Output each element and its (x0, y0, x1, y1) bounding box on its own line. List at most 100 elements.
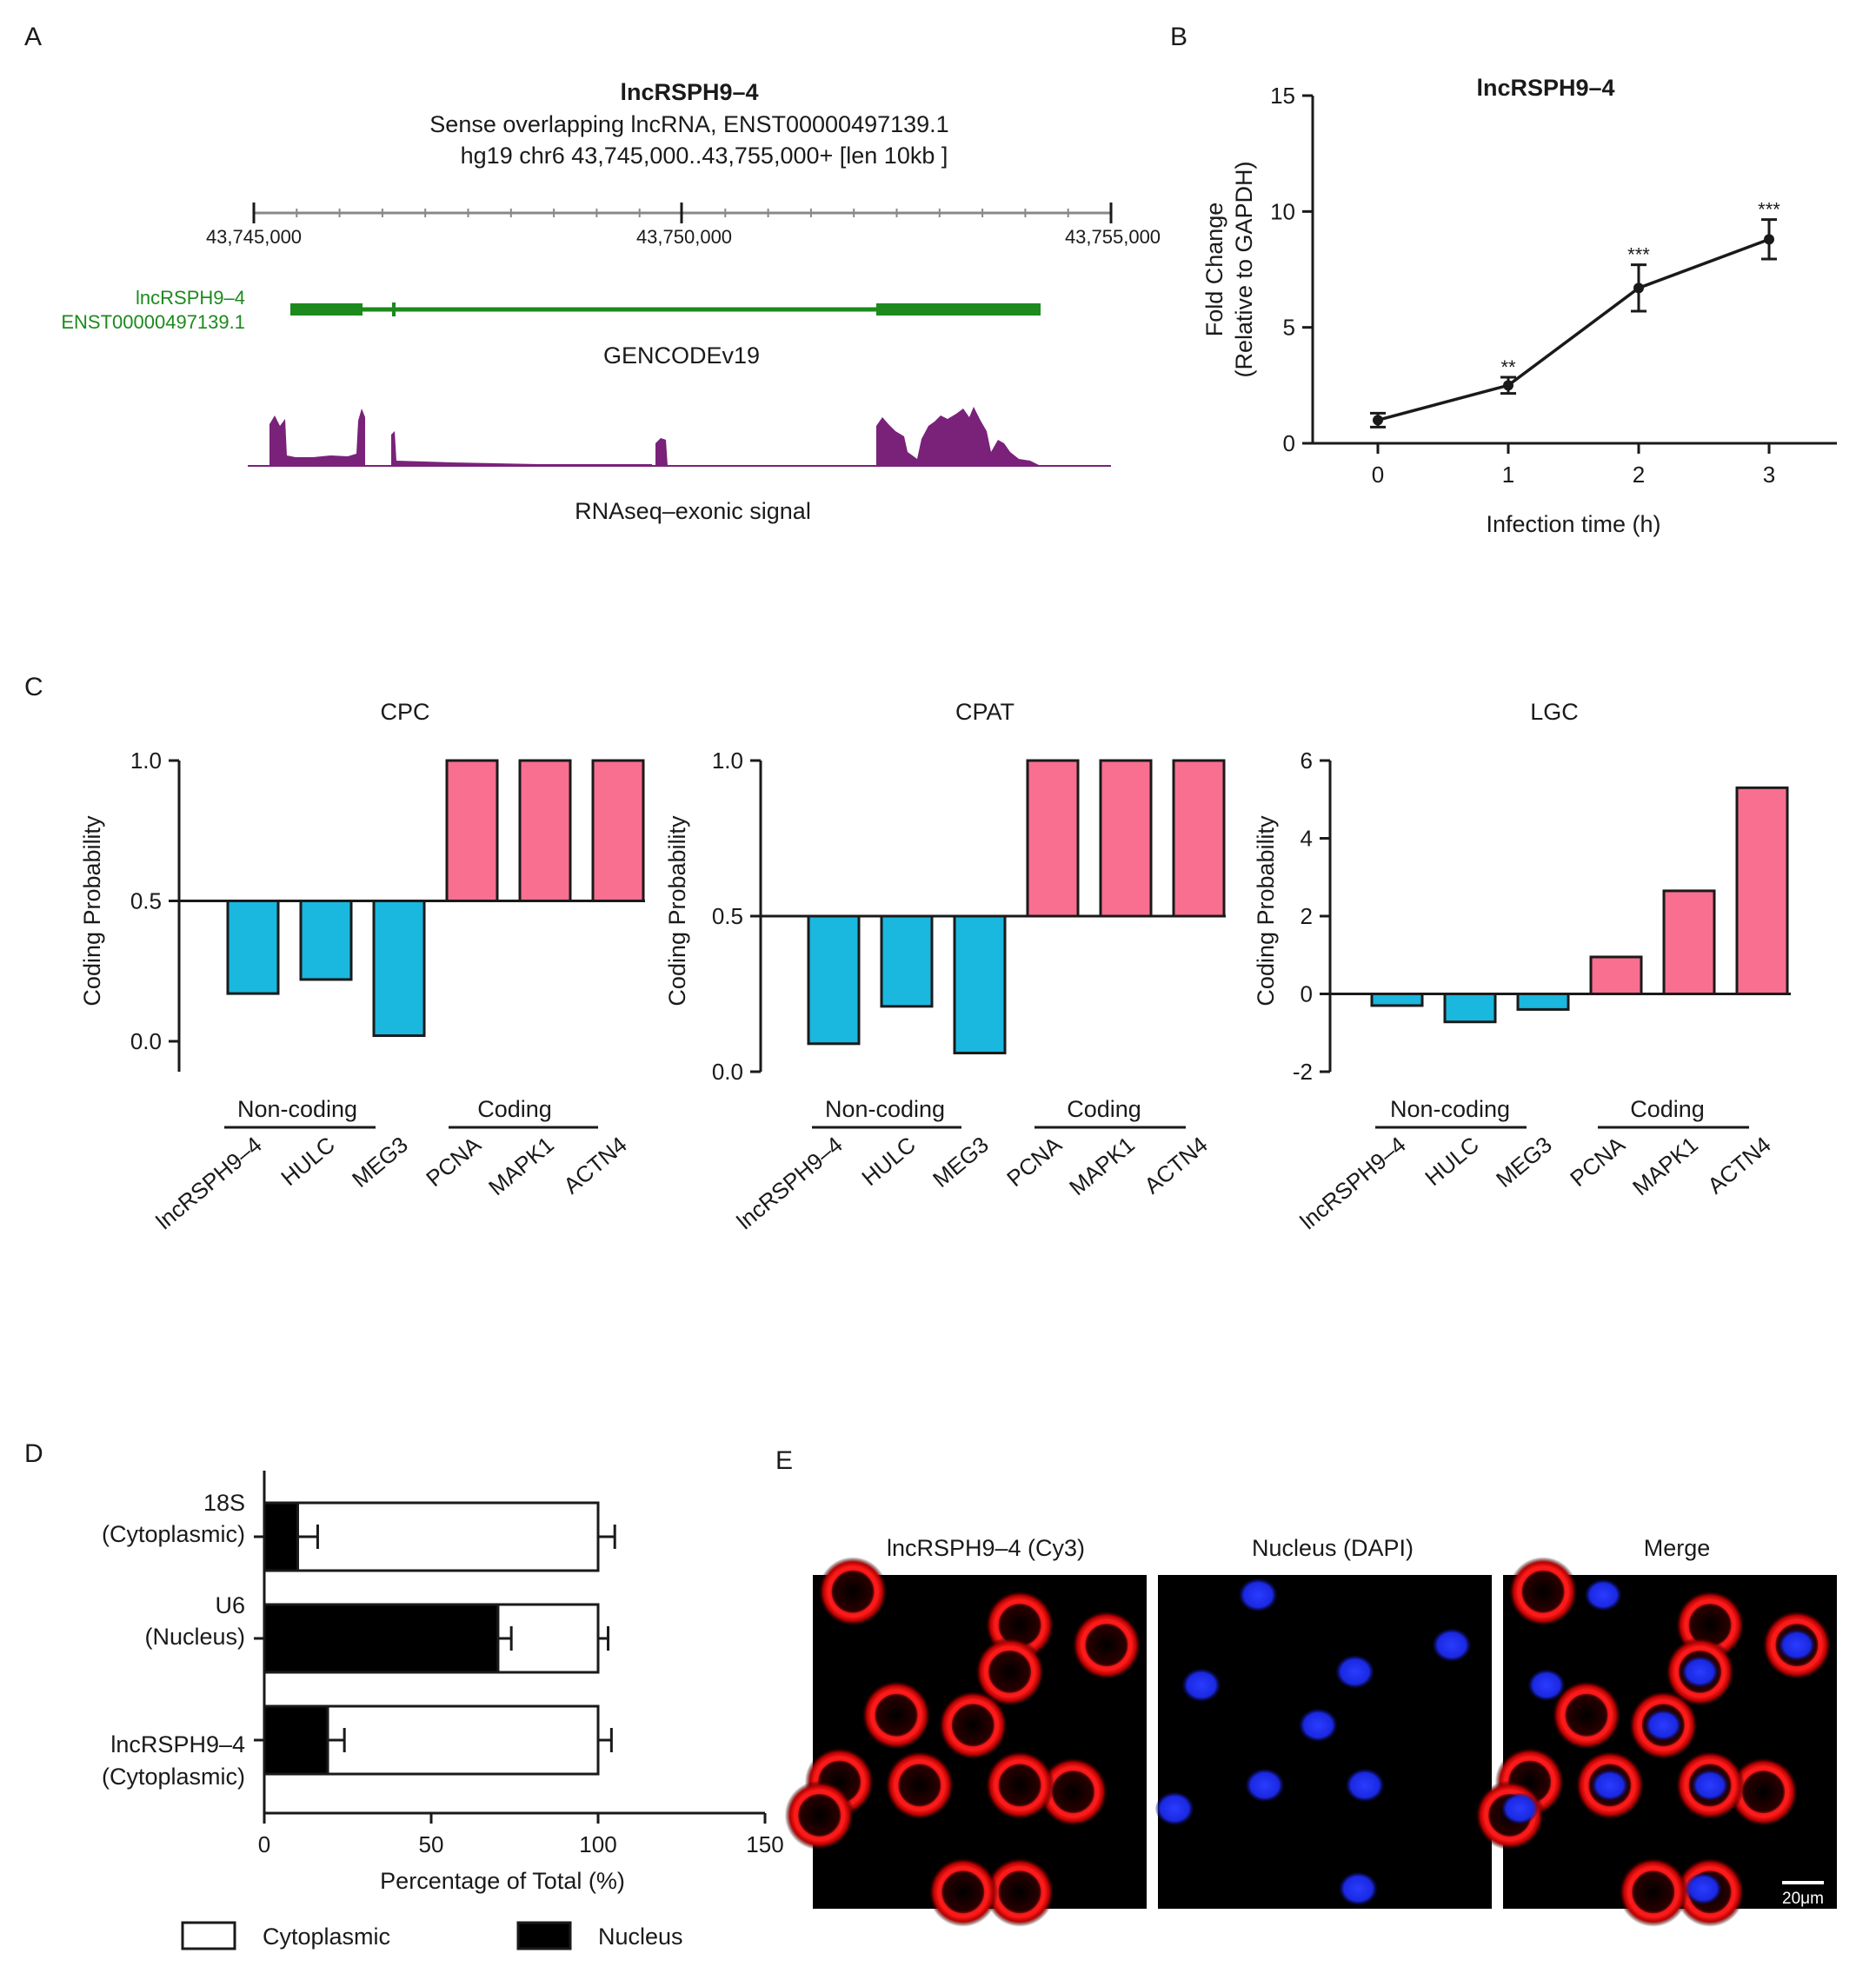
d-x-tick-label: 100 (579, 1831, 616, 1857)
cpat-group-coding: Coding (1067, 1096, 1141, 1122)
b-y-tick-label: 5 (1283, 315, 1295, 341)
merge-cell-ring (1637, 1699, 1689, 1751)
panel-c-chart-cpc: CPC Coding Probability 0.0 0.5 1.0 lncRSPH9… (79, 699, 645, 1234)
ruler-label-end: 43,755,000 (1065, 226, 1161, 248)
cy3-cell-ring (894, 1759, 946, 1811)
d-bar-nucleus (263, 1704, 329, 1776)
c-bar (1099, 759, 1153, 918)
ruler-label-mid: 43,750,000 (636, 226, 732, 248)
panel-b-x-ticks: 0 1 2 3 (1372, 443, 1775, 488)
merge-cell-ring (1517, 1565, 1569, 1618)
dapi-nucleus (1239, 1578, 1278, 1612)
c-y-tick-label: -2 (1293, 1059, 1313, 1085)
panel-b-ylabel-1: Fold Change (1201, 203, 1227, 337)
micrograph-dapi (1155, 1575, 1492, 1909)
c-bar (518, 759, 572, 902)
merge-cell-ring (1560, 1689, 1613, 1741)
b-significance: *** (1758, 199, 1780, 221)
c-category-label: MEG3 (928, 1132, 994, 1193)
panel-c-chart-cpat: CPAT Coding Probability 0.0 0.5 1.0 lncRSPH… (664, 699, 1226, 1234)
c-bar (372, 900, 426, 1038)
b-y-tick-label: 15 (1270, 83, 1295, 109)
merge-cell-ring (1674, 1645, 1726, 1698)
b-x-tick-label: 1 (1502, 462, 1514, 488)
legend-label-nucleus: Nucleus (598, 1924, 683, 1950)
d-cat-2-line1: U6 (215, 1592, 245, 1618)
rnaseq-track: RNAseq–exonic signal (248, 407, 1111, 524)
c-bar (1662, 889, 1716, 995)
panel-c-letter: C (24, 673, 43, 701)
c-category-label: HULC (1420, 1132, 1484, 1191)
d-cat-1-line2: (Cytoplasmic) (102, 1521, 245, 1547)
c-category-label: MAPK1 (483, 1132, 559, 1201)
c-category-label: MAPK1 (1627, 1132, 1703, 1201)
panel-e-letter: E (775, 1446, 793, 1475)
c-bar (1589, 955, 1643, 996)
merge-cell-ring (1771, 1619, 1823, 1671)
c-bar (880, 914, 934, 1008)
panel-e: E lncRSPH9–4 (Cy3) Nucleus (DAPI) Merge … (775, 1446, 1837, 1927)
e-label-dapi: Nucleus (DAPI) (1252, 1535, 1414, 1561)
d-cat-3-line2: (Cytoplasmic) (102, 1764, 245, 1790)
c-category-label: ACTN4 (1139, 1132, 1213, 1199)
merge-nucleus (1585, 1579, 1622, 1611)
merge-cell-ring (1627, 1866, 1680, 1918)
c-y-tick-label: 1.0 (130, 747, 162, 774)
d-x-tick-label: 0 (258, 1831, 270, 1857)
e-label-merge: Merge (1644, 1535, 1711, 1561)
merge-nucleus (1778, 1629, 1815, 1661)
c-category-label: ACTN4 (558, 1132, 632, 1199)
panel-d-category-labels: 18S (Cytoplasmic) U6 (Nucleus) lncRSPH9–… (102, 1490, 245, 1790)
lgc-title: LGC (1530, 699, 1579, 725)
panel-a-subtitle-1: Sense overlapping lncRNA, ENST0000049713… (429, 111, 948, 137)
c-category-label: HULC (856, 1132, 921, 1191)
c-bar (1443, 993, 1497, 1024)
panel-b-series: ******** (1370, 199, 1780, 429)
b-series-line (1377, 237, 1770, 422)
c-y-tick-label: 0.0 (130, 1028, 162, 1054)
cpat-group-noncoding: Non-coding (825, 1096, 945, 1122)
merge-nucleus (1591, 1769, 1628, 1801)
gene-label-name: lncRSPH9–4 (136, 287, 245, 309)
d-bar-nucleus (263, 1501, 299, 1572)
c-bar (299, 900, 353, 981)
legend-label-cytoplasmic: Cytoplasmic (263, 1924, 390, 1950)
gene-exon-1 (290, 303, 363, 316)
b-data-point (1633, 282, 1644, 294)
merge-cell-ring (1584, 1759, 1636, 1811)
rnaseq-peak-3 (655, 438, 668, 466)
dapi-nucleus (1335, 1655, 1374, 1689)
b-x-tick-label: 3 (1763, 462, 1775, 488)
d-cat-3-line1: lncRSPH9–4 (110, 1731, 245, 1757)
c-bar (1172, 759, 1226, 918)
merge-nucleus (1501, 1792, 1539, 1824)
lgc-ylabel: Coding Probability (1253, 815, 1279, 1007)
cy3-cell-ring (994, 1759, 1046, 1811)
dapi-nucleus (1181, 1668, 1221, 1702)
scalebar-label: 20μm (1782, 1890, 1824, 1908)
d-bar-nucleus (263, 1603, 500, 1674)
e-label-cy3: lncRSPH9–4 (Cy3) (887, 1535, 1085, 1561)
c-category-label: lncRSPH9–4 (1295, 1132, 1411, 1235)
c-category-label: lncRSPH9–4 (732, 1132, 848, 1235)
cy3-cell-ring (870, 1689, 922, 1741)
c-category-label: PCNA (1565, 1131, 1630, 1192)
gene-exon-2 (392, 302, 396, 316)
panel-a-title: lncRSPH9–4 (620, 79, 758, 105)
b-significance: *** (1627, 244, 1650, 266)
cy3-cell-ring (1081, 1619, 1133, 1671)
ruler-label-start: 43,745,000 (206, 226, 302, 248)
c-bar (807, 914, 861, 1046)
c-category-label: MEG3 (347, 1132, 413, 1193)
b-data-point (1373, 415, 1383, 426)
legend-swatch-nucleus (516, 1921, 572, 1950)
cy3-cell-ring (794, 1789, 846, 1841)
merge-nucleus (1681, 1656, 1719, 1688)
c-category-label: HULC (276, 1132, 340, 1191)
c-y-tick-label: 2 (1301, 903, 1313, 929)
gencode-track: lncRSPH9–4 ENST00000497139.1 GENCODEv19 (61, 287, 1041, 369)
panel-d-bars (254, 1501, 616, 1776)
